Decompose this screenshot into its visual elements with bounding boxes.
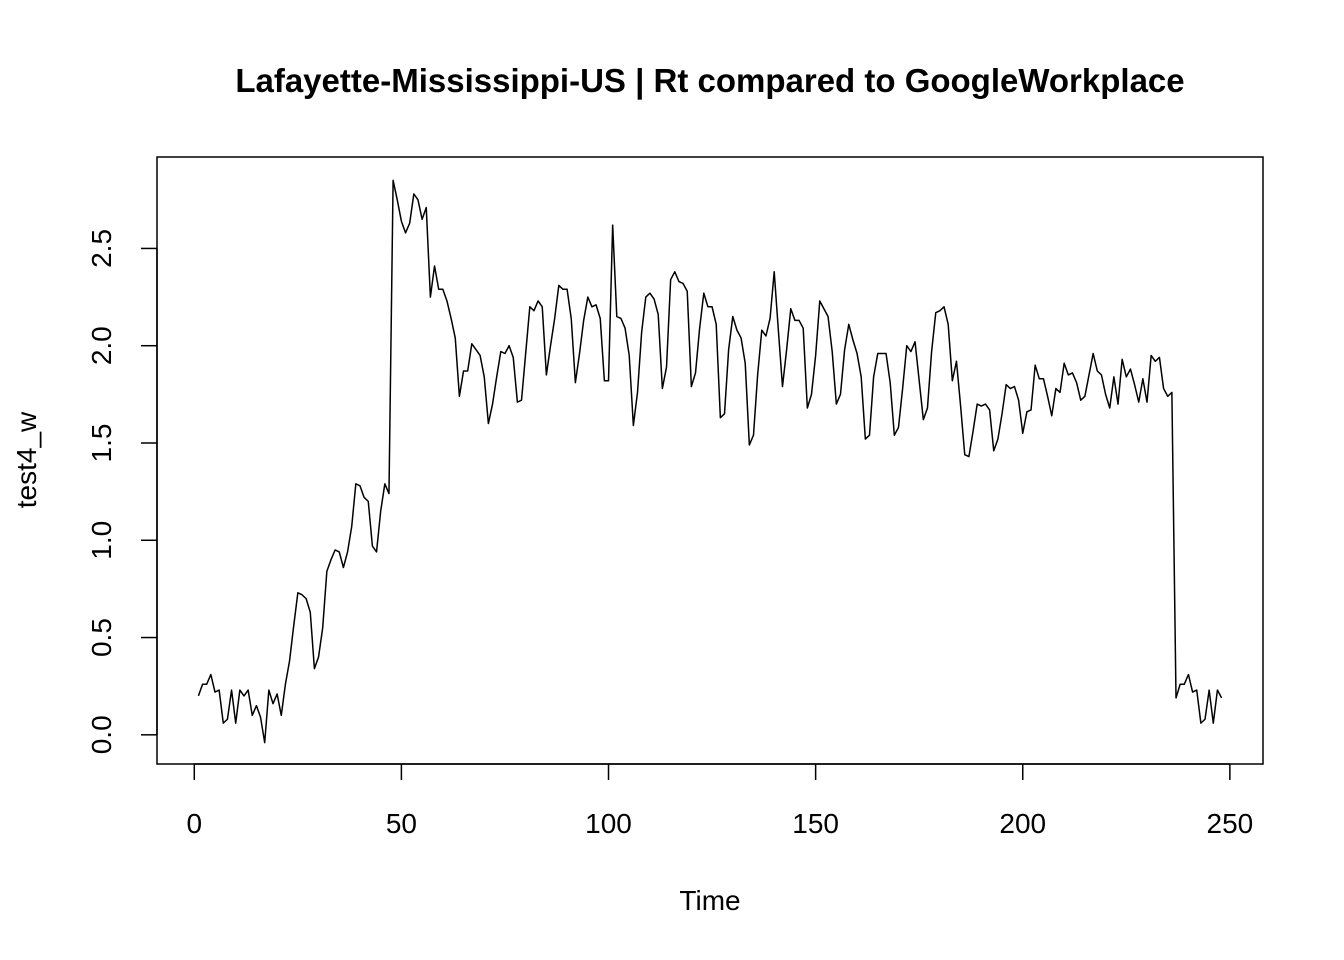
x-tick-label: 250: [1207, 808, 1254, 839]
y-axis-label: test4_w: [11, 411, 42, 508]
x-tick-label: 0: [186, 808, 202, 839]
x-tick-label: 200: [999, 808, 1046, 839]
y-tick-label: 0.5: [86, 618, 117, 657]
y-tick-label: 1.0: [86, 521, 117, 560]
x-axis-label: Time: [679, 885, 740, 916]
chart-title: Lafayette-Mississippi-US | Rt compared t…: [235, 62, 1184, 99]
y-tick-label: 2.0: [86, 326, 117, 365]
y-tick-label: 1.5: [86, 424, 117, 463]
y-tick-label: 2.5: [86, 229, 117, 268]
x-tick-label: 100: [585, 808, 632, 839]
x-tick-label: 150: [792, 808, 839, 839]
y-tick-label: 0.0: [86, 715, 117, 754]
x-tick-label: 50: [386, 808, 417, 839]
